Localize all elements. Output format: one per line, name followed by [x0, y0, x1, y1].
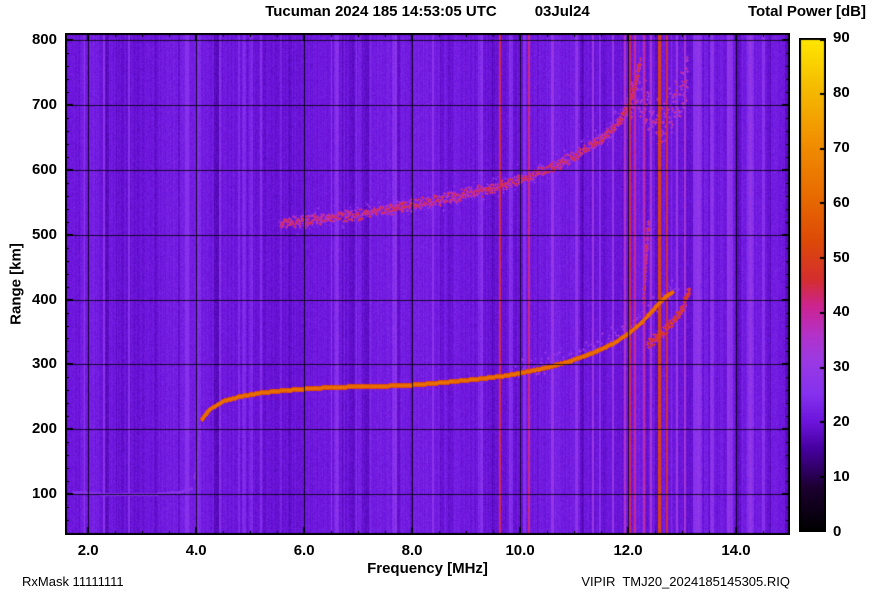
y-tick-label: 500	[31, 225, 57, 243]
plot-date: 03Jul24	[534, 3, 590, 20]
colorbar-tick-label: 60	[833, 193, 850, 211]
file-id-label: VIPIR TMJ20_2024185145305.RIQ	[581, 574, 790, 589]
colorbar-tick-label: 30	[833, 358, 850, 376]
y-tick-label: 700	[31, 95, 57, 113]
colorbar-tick-label: 50	[833, 248, 850, 266]
colorbar-tick-label: 20	[833, 413, 850, 431]
colorbar-tick-label: 10	[833, 468, 850, 486]
rxmask-label: RxMask 11111111	[22, 574, 124, 589]
colorbar-tick-label: 80	[833, 83, 850, 101]
x-tick-label: 12.0	[613, 542, 643, 559]
y-tick-label: 400	[31, 290, 57, 308]
colorbar-tick-label: 90	[833, 29, 850, 46]
x-tick-label: 14.0	[721, 542, 751, 559]
y-tick-label: 600	[31, 160, 57, 178]
ionogram-canvas	[65, 33, 790, 535]
x-tick-label: 2.0	[77, 542, 99, 559]
plot-title: Tucuman 2024 185 14:53:05 UTC	[265, 3, 497, 20]
x-tick-label: 6.0	[293, 542, 315, 559]
x-tick-label: 10.0	[505, 542, 535, 559]
x-tick-label: 8.0	[401, 542, 423, 559]
x-axis-label: Frequency [MHz]	[367, 560, 488, 577]
colorbar-tick-label: 70	[833, 138, 850, 156]
y-tick-label: 300	[31, 355, 57, 373]
colorbar-title: Total Power [dB]	[747, 3, 866, 20]
y-axis-label: Range [km]	[7, 243, 25, 325]
colorbar-tick-label: 40	[833, 303, 850, 321]
colorbar-tick-label: 0	[833, 523, 842, 540]
colorbar-canvas	[799, 38, 826, 532]
x-tick-label: 4.0	[185, 542, 207, 559]
y-tick-label: 100	[31, 485, 57, 503]
plot-title-row: Tucuman 2024 185 14:53:05 UTC 03Jul24	[65, 3, 790, 20]
y-tick-label: 200	[31, 420, 57, 438]
y-tick-label: 800	[31, 31, 57, 49]
